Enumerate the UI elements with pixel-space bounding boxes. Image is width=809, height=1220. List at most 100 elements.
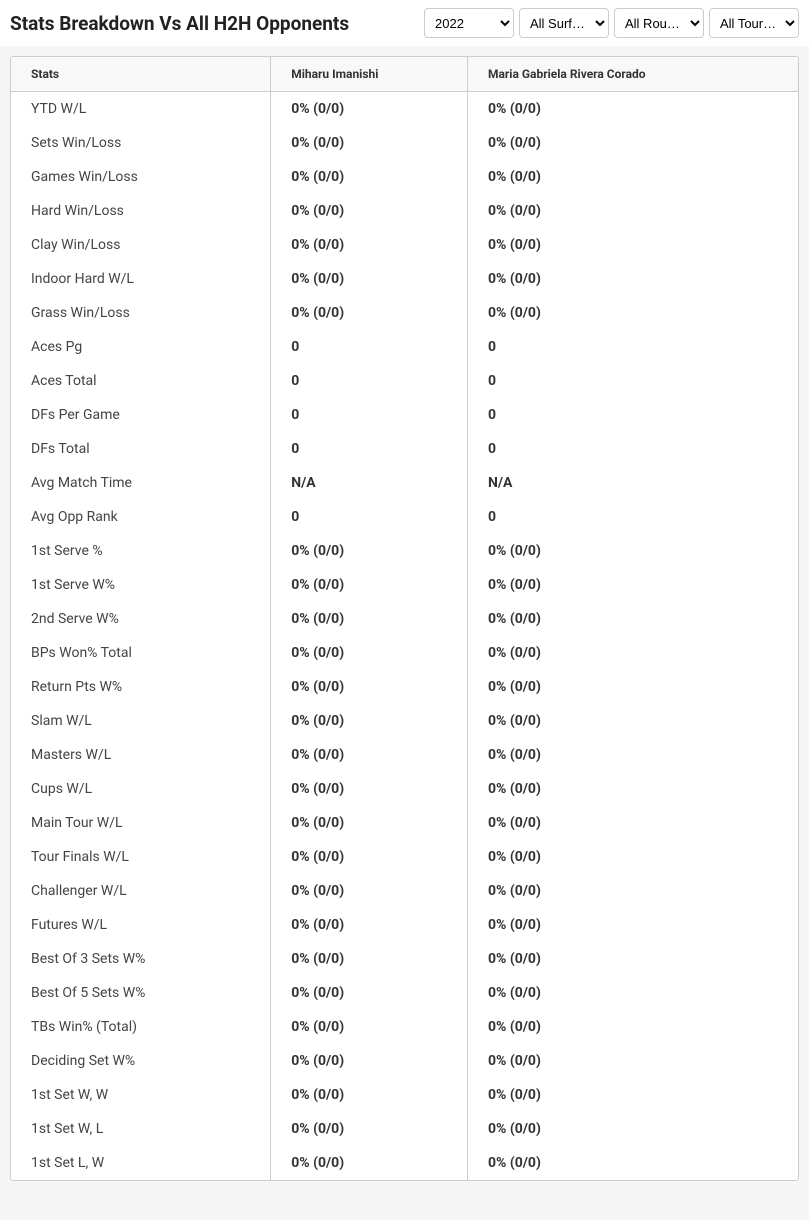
- player2-value: 0: [467, 500, 798, 534]
- table-header-row: Stats Miharu Imanishi Maria Gabriela Riv…: [11, 57, 798, 92]
- player2-value: 0% (0/0): [467, 636, 798, 670]
- table-row: Sets Win/Loss0% (0/0)0% (0/0): [11, 126, 798, 160]
- table-row: Futures W/L0% (0/0)0% (0/0): [11, 908, 798, 942]
- player1-value: 0% (0/0): [271, 228, 468, 262]
- stat-label: Aces Pg: [11, 330, 271, 364]
- stat-label: BPs Won% Total: [11, 636, 271, 670]
- tour-select[interactable]: All Tour…: [709, 8, 799, 38]
- table-row: 1st Serve %0% (0/0)0% (0/0): [11, 534, 798, 568]
- player2-value: 0% (0/0): [467, 840, 798, 874]
- player2-value: 0% (0/0): [467, 1010, 798, 1044]
- player1-value: 0% (0/0): [271, 670, 468, 704]
- table-row: Slam W/L0% (0/0)0% (0/0): [11, 704, 798, 738]
- player2-value: 0% (0/0): [467, 976, 798, 1010]
- player1-value: 0% (0/0): [271, 1010, 468, 1044]
- player1-value: 0% (0/0): [271, 1146, 468, 1180]
- stat-label: Games Win/Loss: [11, 160, 271, 194]
- stat-label: Aces Total: [11, 364, 271, 398]
- player2-value: 0% (0/0): [467, 670, 798, 704]
- year-select[interactable]: 2022: [424, 8, 514, 38]
- player2-value: 0% (0/0): [467, 1044, 798, 1078]
- round-select[interactable]: All Rou…: [614, 8, 704, 38]
- player2-value: 0% (0/0): [467, 228, 798, 262]
- stat-label: Avg Opp Rank: [11, 500, 271, 534]
- table-row: BPs Won% Total0% (0/0)0% (0/0): [11, 636, 798, 670]
- player2-value: 0% (0/0): [467, 534, 798, 568]
- player1-value: 0: [271, 500, 468, 534]
- player2-value: 0% (0/0): [467, 126, 798, 160]
- stats-table-container: Stats Miharu Imanishi Maria Gabriela Riv…: [10, 56, 799, 1181]
- stat-label: DFs Total: [11, 432, 271, 466]
- stat-label: Indoor Hard W/L: [11, 262, 271, 296]
- player2-value: 0: [467, 364, 798, 398]
- table-row: Aces Pg00: [11, 330, 798, 364]
- table-row: DFs Total00: [11, 432, 798, 466]
- player1-value: 0% (0/0): [271, 840, 468, 874]
- table-row: Grass Win/Loss0% (0/0)0% (0/0): [11, 296, 798, 330]
- player1-value: 0: [271, 398, 468, 432]
- col-header-player1: Miharu Imanishi: [271, 57, 468, 92]
- player1-value: 0% (0/0): [271, 602, 468, 636]
- player1-value: 0: [271, 432, 468, 466]
- player2-value: 0% (0/0): [467, 738, 798, 772]
- player2-value: N/A: [467, 466, 798, 500]
- stat-label: Return Pts W%: [11, 670, 271, 704]
- table-row: 1st Set W, L0% (0/0)0% (0/0): [11, 1112, 798, 1146]
- player2-value: 0% (0/0): [467, 92, 798, 127]
- stat-label: Challenger W/L: [11, 874, 271, 908]
- filter-controls: 2022 All Surf… All Rou… All Tour…: [424, 8, 799, 38]
- player2-value: 0: [467, 330, 798, 364]
- table-row: 1st Set W, W0% (0/0)0% (0/0): [11, 1078, 798, 1112]
- player1-value: 0% (0/0): [271, 976, 468, 1010]
- player1-value: 0% (0/0): [271, 296, 468, 330]
- player2-value: 0% (0/0): [467, 874, 798, 908]
- table-row: Clay Win/Loss0% (0/0)0% (0/0): [11, 228, 798, 262]
- table-row: Cups W/L0% (0/0)0% (0/0): [11, 772, 798, 806]
- player1-value: 0% (0/0): [271, 806, 468, 840]
- player2-value: 0% (0/0): [467, 160, 798, 194]
- col-header-stats: Stats: [11, 57, 271, 92]
- table-row: 2nd Serve W%0% (0/0)0% (0/0): [11, 602, 798, 636]
- table-row: Best Of 5 Sets W%0% (0/0)0% (0/0): [11, 976, 798, 1010]
- player2-value: 0% (0/0): [467, 1078, 798, 1112]
- stat-label: 1st Set W, W: [11, 1078, 271, 1112]
- player1-value: 0% (0/0): [271, 1112, 468, 1146]
- stat-label: Futures W/L: [11, 908, 271, 942]
- player1-value: 0% (0/0): [271, 160, 468, 194]
- stats-table: Stats Miharu Imanishi Maria Gabriela Riv…: [11, 57, 798, 1180]
- player2-value: 0: [467, 398, 798, 432]
- table-row: Aces Total00: [11, 364, 798, 398]
- player1-value: 0% (0/0): [271, 942, 468, 976]
- table-row: Return Pts W%0% (0/0)0% (0/0): [11, 670, 798, 704]
- player2-value: 0% (0/0): [467, 602, 798, 636]
- table-row: TBs Win% (Total)0% (0/0)0% (0/0): [11, 1010, 798, 1044]
- player1-value: 0% (0/0): [271, 772, 468, 806]
- player2-value: 0% (0/0): [467, 908, 798, 942]
- player1-value: 0: [271, 364, 468, 398]
- table-row: Avg Opp Rank00: [11, 500, 798, 534]
- stat-label: Deciding Set W%: [11, 1044, 271, 1078]
- stat-label: 1st Serve W%: [11, 568, 271, 602]
- stat-label: Best Of 5 Sets W%: [11, 976, 271, 1010]
- player2-value: 0% (0/0): [467, 704, 798, 738]
- player2-value: 0% (0/0): [467, 942, 798, 976]
- stat-label: Grass Win/Loss: [11, 296, 271, 330]
- table-row: Hard Win/Loss0% (0/0)0% (0/0): [11, 194, 798, 228]
- stat-label: Clay Win/Loss: [11, 228, 271, 262]
- stat-label: Hard Win/Loss: [11, 194, 271, 228]
- player1-value: 0% (0/0): [271, 1044, 468, 1078]
- stat-label: Avg Match Time: [11, 466, 271, 500]
- player1-value: 0% (0/0): [271, 534, 468, 568]
- player2-value: 0% (0/0): [467, 806, 798, 840]
- surface-select[interactable]: All Surf…: [519, 8, 609, 38]
- table-row: Avg Match TimeN/AN/A: [11, 466, 798, 500]
- stat-label: 2nd Serve W%: [11, 602, 271, 636]
- table-row: Tour Finals W/L0% (0/0)0% (0/0): [11, 840, 798, 874]
- player2-value: 0% (0/0): [467, 194, 798, 228]
- stat-label: DFs Per Game: [11, 398, 271, 432]
- player1-value: 0% (0/0): [271, 568, 468, 602]
- table-row: Best Of 3 Sets W%0% (0/0)0% (0/0): [11, 942, 798, 976]
- stat-label: 1st Serve %: [11, 534, 271, 568]
- player1-value: 0% (0/0): [271, 126, 468, 160]
- player1-value: 0% (0/0): [271, 704, 468, 738]
